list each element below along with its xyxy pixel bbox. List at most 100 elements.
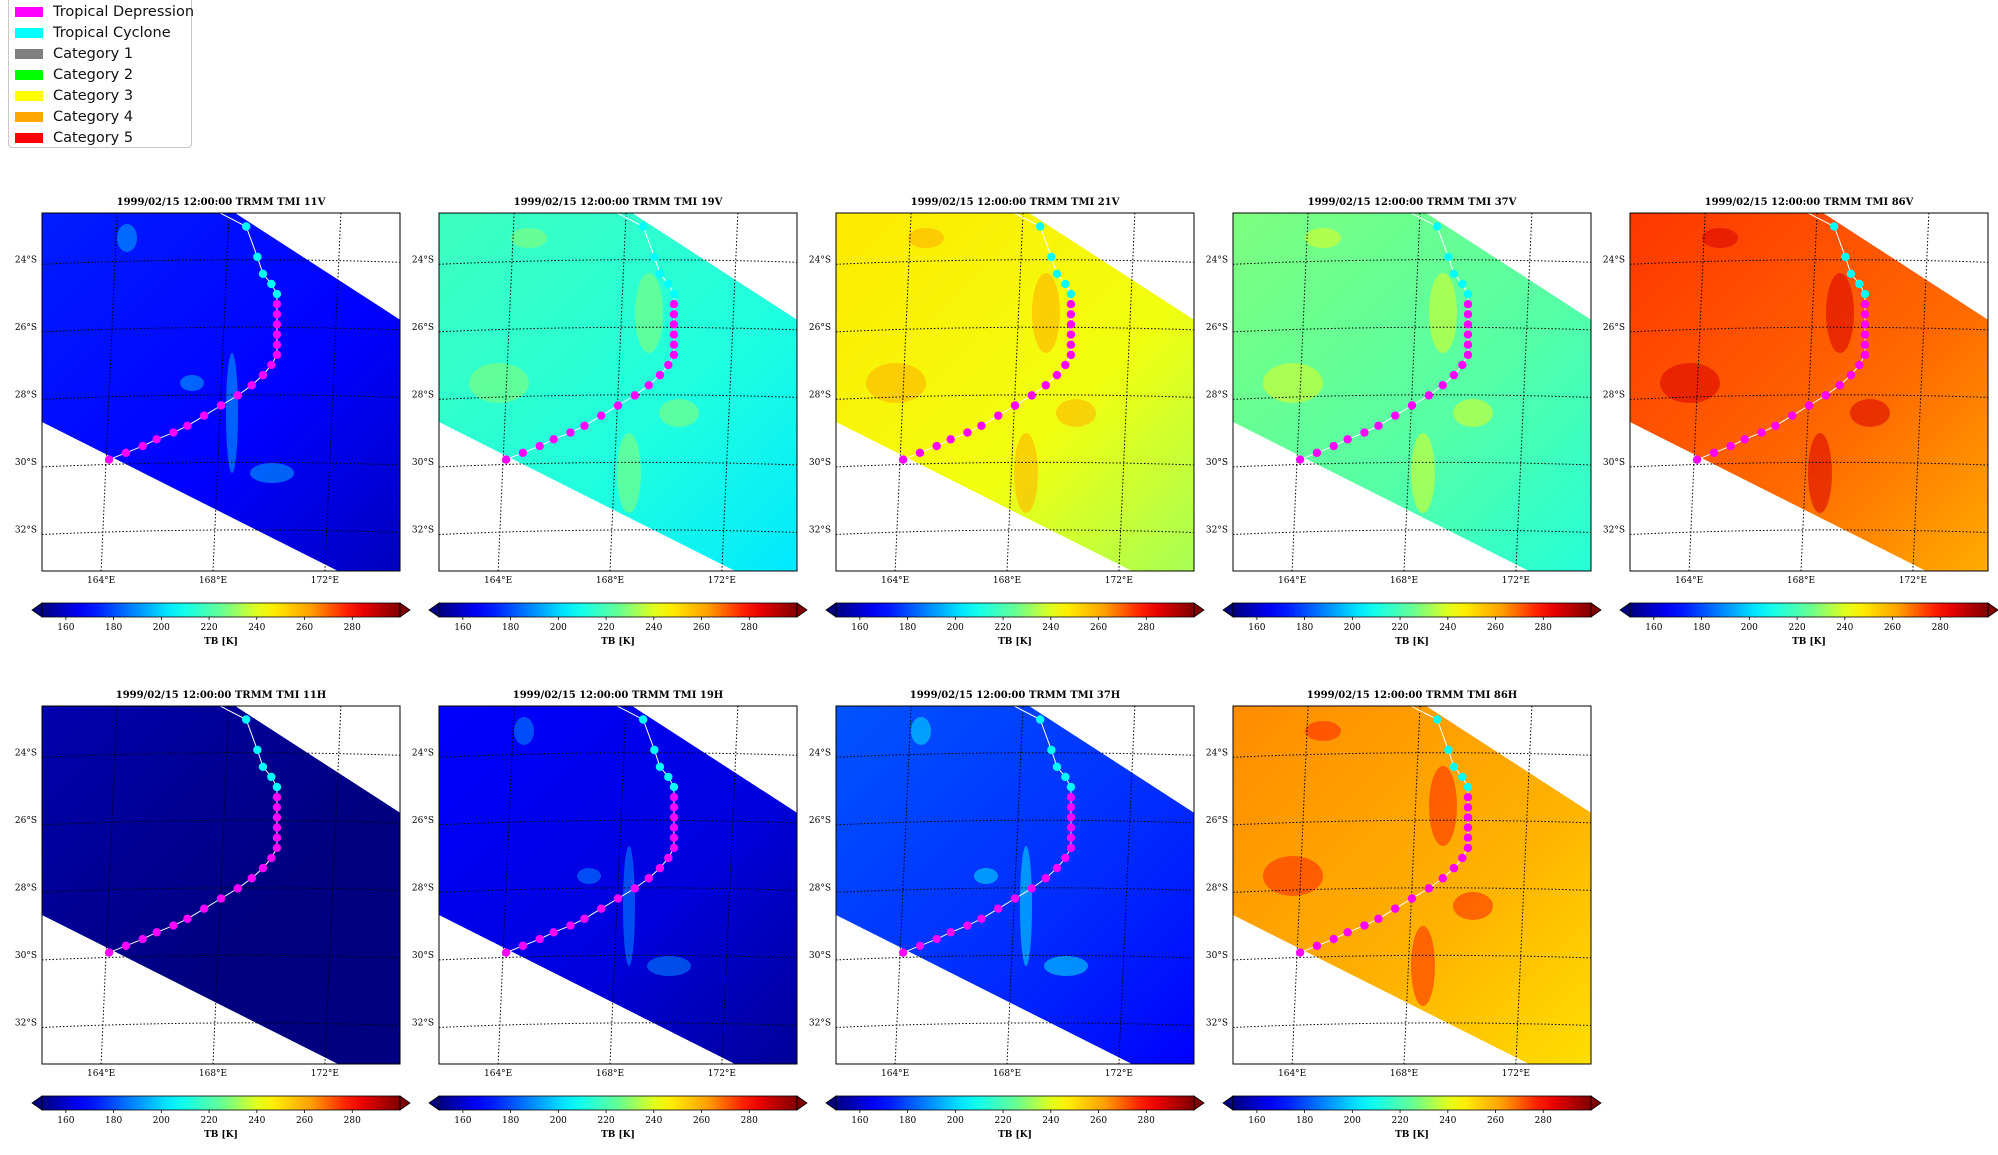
- lat-tick-label: 24°S: [809, 748, 831, 758]
- lon-gridline: [1688, 213, 1706, 571]
- lat-tick-label: 32°S: [1206, 1018, 1228, 1028]
- lat-gridline: [42, 819, 400, 826]
- panel-title: 1999/02/15 12:00:00 TRMM TMI 11V: [117, 197, 326, 208]
- track-point: [638, 715, 648, 724]
- lon-tick-label: 164°E: [1278, 1069, 1306, 1079]
- tb-patch: [1032, 273, 1060, 353]
- colorbar-tick-label: 220: [200, 1116, 217, 1126]
- lat-gridline: [1233, 954, 1591, 961]
- legend-label: Tropical Depression: [53, 4, 195, 20]
- track-point: [518, 941, 528, 950]
- track-point: [121, 448, 131, 457]
- colorbar-tick-label: 220: [1788, 623, 1805, 633]
- track-point: [1444, 745, 1453, 755]
- tb-patch: [250, 463, 294, 483]
- lon-gridline: [1006, 706, 1024, 1064]
- track-point: [104, 455, 114, 464]
- track-point: [977, 914, 986, 923]
- track-point: [1449, 370, 1459, 380]
- track-point: [1066, 310, 1076, 319]
- colorbar-label: TB [K]: [601, 637, 635, 647]
- track-point: [566, 921, 575, 930]
- colorbar-tick-label: 160: [851, 1116, 868, 1126]
- lat-tick-label: 24°S: [1206, 748, 1228, 758]
- lat-gridline: [439, 259, 797, 265]
- lat-gridline: [836, 819, 1194, 826]
- colorbar-tick-label: 280: [344, 623, 361, 633]
- lat-tick-label: 24°S: [809, 255, 831, 265]
- axes-frame: [1232, 705, 1592, 1065]
- colorbar-frame: [438, 602, 798, 618]
- colorbar-label: TB [K]: [1792, 637, 1826, 647]
- lat-tick-label: 26°S: [412, 816, 434, 826]
- colorbar-tick-label: 160: [851, 623, 868, 633]
- track-point: [1374, 421, 1383, 430]
- map-panel: 1999/02/15 12:00:00 TRMM TMI 19V 24°S 26°S…: [412, 197, 808, 647]
- legend-swatch: [15, 133, 43, 143]
- track-point: [1061, 772, 1070, 782]
- lon-tick-label: 164°E: [87, 576, 115, 586]
- track-point: [898, 948, 908, 957]
- track-point: [535, 934, 544, 944]
- colorbar-tick-label: 280: [344, 1116, 361, 1126]
- track-point: [1047, 745, 1056, 755]
- track-point: [669, 813, 679, 822]
- lon-gridline: [1403, 213, 1421, 571]
- colorbar-tick-label: 180: [105, 623, 122, 633]
- lon-tick-label: 172°E: [708, 576, 736, 586]
- track-point: [138, 441, 147, 451]
- track-point: [1027, 391, 1036, 400]
- lat-tick-label: 24°S: [15, 255, 37, 265]
- lat-gridline: [439, 819, 797, 826]
- colorbar-label: TB [K]: [1395, 1130, 1429, 1140]
- track-point: [1463, 823, 1473, 832]
- lon-tick-label: 168°E: [1390, 1069, 1418, 1079]
- colorbar-tick-label: 220: [200, 623, 217, 633]
- colorbar-tick-label: 260: [1090, 623, 1107, 633]
- track-point: [1360, 921, 1369, 930]
- colorbar-tick-label: 160: [454, 623, 471, 633]
- track-point: [233, 884, 242, 893]
- colorbar-max-extend: [1193, 1095, 1205, 1111]
- colorbar-tick-label: 200: [153, 1116, 170, 1126]
- track-point: [669, 803, 679, 812]
- track-point: [1449, 863, 1459, 873]
- track-point: [1835, 381, 1844, 390]
- colorbar-tick-label: 220: [597, 1116, 614, 1126]
- track-point: [1463, 350, 1473, 360]
- lat-tick-label: 32°S: [1206, 525, 1228, 535]
- lat-gridline: [439, 1022, 797, 1028]
- colorbar: [836, 1096, 1194, 1110]
- track-point: [1463, 340, 1473, 349]
- lat-tick-label: 28°S: [412, 883, 434, 893]
- legend-label: Category 4: [53, 109, 134, 125]
- lon-gridline: [497, 706, 515, 1064]
- track-point: [669, 320, 679, 329]
- tb-patch: [1453, 399, 1493, 427]
- track-point: [200, 411, 209, 420]
- track-point: [1458, 360, 1467, 370]
- lat-gridline: [836, 1022, 1194, 1028]
- track-point: [1343, 928, 1352, 937]
- track-point: [613, 401, 623, 410]
- track-point: [655, 762, 665, 771]
- tb-patch: [511, 228, 547, 248]
- lat-gridline: [439, 529, 797, 535]
- track-point: [580, 421, 589, 430]
- lon-tick-label: 164°E: [484, 1069, 512, 1079]
- tb-patch: [226, 353, 238, 473]
- map-panel: 1999/02/15 12:00:00 TRMM TMI 11V 24°S 26°S…: [15, 197, 411, 647]
- tb-patch: [1263, 363, 1323, 403]
- colorbar-min-extend: [825, 1095, 837, 1111]
- lon-tick-label: 164°E: [881, 576, 909, 586]
- colorbar-min-extend: [31, 602, 43, 618]
- track-point: [630, 884, 639, 893]
- tb-patch: [1429, 766, 1457, 846]
- track-point: [1066, 823, 1076, 832]
- track-point: [1463, 330, 1473, 339]
- colorbar-frame: [41, 602, 401, 618]
- track-point: [272, 350, 282, 360]
- track-point: [1458, 279, 1467, 289]
- track-point: [1066, 792, 1076, 802]
